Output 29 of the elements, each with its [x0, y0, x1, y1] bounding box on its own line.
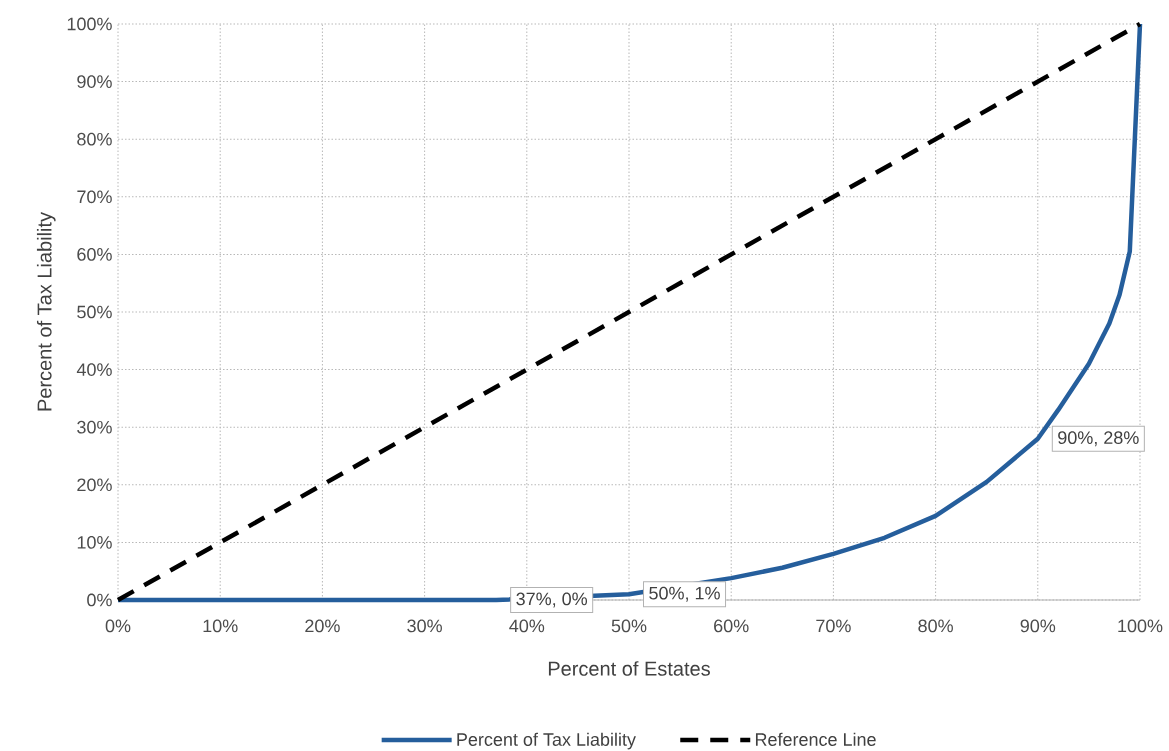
x-tick-label: 10%: [203, 619, 238, 633]
x-tick-label: 50%: [611, 619, 647, 633]
x-tick-label: 100%: [1118, 619, 1163, 633]
x-tick-label: 70%: [816, 619, 851, 633]
y-tick-label: 60%: [77, 248, 112, 261]
x-axis-title: Percent of Estates: [548, 661, 710, 676]
y-tick-label: 0%: [87, 593, 112, 607]
y-axis-title: Percent of Tax Liability: [36, 212, 56, 411]
y-tick-label: 20%: [77, 478, 112, 492]
x-tick-label: 80%: [918, 619, 953, 633]
x-tick-label: 30%: [407, 619, 442, 633]
y-tick-label: 90%: [77, 75, 112, 88]
y-tick-label: 50%: [77, 305, 112, 319]
y-tick-label: 70%: [77, 190, 112, 204]
y-tick-label: 10%: [77, 536, 112, 549]
annotation: 50%, 1%: [649, 586, 720, 602]
legend-label: Percent of Tax Liability: [457, 732, 636, 750]
x-tick-label: 60%: [714, 619, 749, 633]
legend-label: Reference Line: [755, 732, 876, 746]
x-tick-label: 0%: [105, 619, 131, 633]
annotation: 37%, 0%: [516, 592, 588, 608]
x-tick-label: 90%: [1020, 619, 1056, 633]
x-tick-label: 20%: [305, 619, 340, 633]
y-tick-label: 30%: [77, 420, 112, 434]
y-tick-label: 100%: [67, 17, 112, 31]
y-tick-label: 40%: [76, 363, 112, 376]
annotation: 90%, 28%: [1058, 431, 1139, 447]
x-tick-label: 40%: [509, 619, 545, 633]
y-tick-label: 80%: [77, 132, 112, 146]
